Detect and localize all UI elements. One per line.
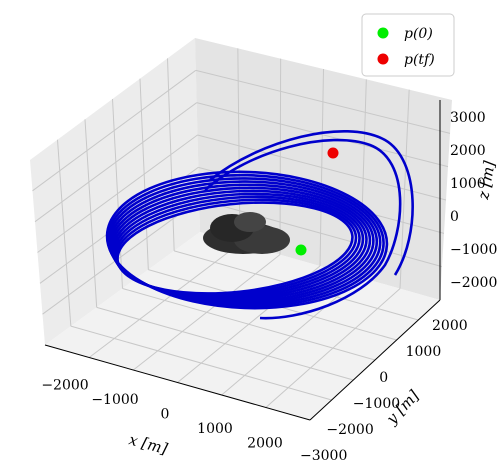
z-tick-label: −2000 <box>450 275 497 291</box>
axis-frame <box>44 100 441 421</box>
x-tick-label: 1000 <box>197 421 233 437</box>
z-tick-label: 3000 <box>450 110 486 126</box>
y-tick-labels: −3000 −2000 −1000 0 1000 2000 <box>300 318 468 464</box>
z-tick-label: 1000 <box>450 176 486 192</box>
x-tick-label: 0 <box>161 407 170 423</box>
z-tick-label: −1000 <box>450 242 497 258</box>
x-axis-label: x [m] <box>127 430 170 458</box>
y-tick-label: −1000 <box>353 396 400 412</box>
asteroid-body <box>203 212 290 254</box>
legend-label-start: p(0) <box>404 26 433 42</box>
y-tick-label: −3000 <box>300 448 347 464</box>
legend: p(0) p(tf) <box>361 13 455 77</box>
legend-label-end: p(tf) <box>404 52 435 68</box>
z-tick-labels: −2000 −1000 0 1000 2000 3000 <box>450 110 497 291</box>
trajectory-loop <box>105 170 389 310</box>
z-tick-label: 2000 <box>450 143 486 159</box>
x-tick-labels: −2000−1000 0 1000 2000 <box>41 377 283 451</box>
y-tick-label: 0 <box>379 370 388 386</box>
y-tick-label: 2000 <box>432 318 468 334</box>
y-axis-line <box>309 299 441 421</box>
x-tick-label: 2000 <box>247 436 283 452</box>
end-point-marker <box>327 147 339 159</box>
legend-marker-end <box>377 53 389 65</box>
start-point-marker <box>295 244 307 256</box>
x-tick-label: −2000 <box>41 377 88 393</box>
y-tick-label: 1000 <box>406 344 442 360</box>
z-axis-label: z [m] <box>474 159 498 201</box>
grid-line <box>167 58 175 251</box>
trajectory-outer-arc <box>204 138 402 320</box>
trajectory-outer-arc <box>209 129 414 276</box>
y-tick-label: −2000 <box>326 422 373 438</box>
x-tick-label: −1000 <box>91 392 138 408</box>
left-pane <box>30 38 200 345</box>
trajectory-line <box>105 129 414 320</box>
grid-line <box>399 89 410 289</box>
legend-marker-start <box>377 27 389 39</box>
z-tick-label: 0 <box>450 209 459 225</box>
x-axis-line <box>44 344 311 421</box>
